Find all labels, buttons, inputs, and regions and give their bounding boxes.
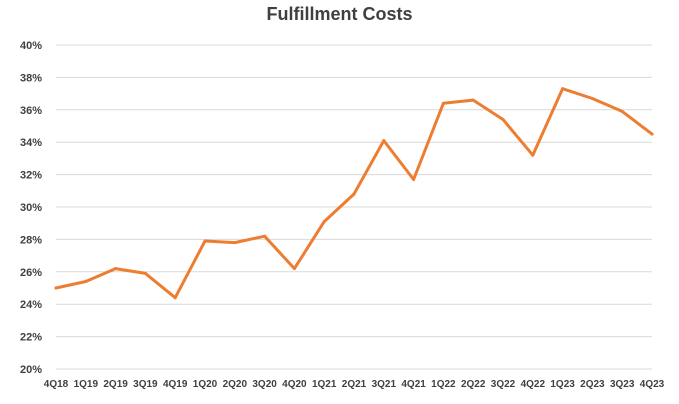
data-point — [382, 139, 386, 143]
y-tick-label: 22% — [20, 332, 42, 344]
x-tick-label: 4Q22 — [521, 379, 546, 390]
data-point — [203, 239, 207, 243]
data-point — [322, 220, 326, 224]
data-point — [471, 98, 475, 102]
data-point — [292, 267, 296, 271]
series-layer — [54, 87, 654, 300]
data-point — [54, 286, 58, 290]
y-tick-label: 36% — [20, 105, 42, 117]
data-point — [143, 271, 147, 275]
x-tick-label: 4Q21 — [401, 379, 426, 390]
x-tick-label: 4Q23 — [640, 379, 665, 390]
y-tick-label: 38% — [20, 72, 42, 84]
data-point — [650, 132, 654, 136]
data-point — [531, 153, 535, 157]
data-point — [590, 96, 594, 100]
x-tick-label: 1Q21 — [312, 379, 337, 390]
y-tick-label: 32% — [20, 170, 42, 182]
data-point — [561, 87, 565, 91]
data-point — [412, 177, 416, 181]
data-point — [441, 101, 445, 105]
y-tick-label: 24% — [20, 299, 42, 311]
x-tick-label: 2Q23 — [580, 379, 605, 390]
data-point — [173, 296, 177, 300]
data-point — [620, 109, 624, 113]
x-tick-label: 3Q22 — [491, 379, 516, 390]
x-tick-label: 2Q19 — [103, 379, 128, 390]
x-axis-ticks: 4Q18 1Q19 2Q19 3Q19 4Q19 1Q20 2Q20 3Q20 4Q20 1Q21… — [44, 379, 665, 390]
data-point — [501, 118, 505, 122]
x-tick-label: 1Q22 — [431, 379, 456, 390]
data-point — [352, 192, 356, 196]
y-tick-label: 34% — [20, 137, 42, 149]
x-tick-label: 4Q20 — [282, 379, 307, 390]
x-tick-label: 2Q20 — [223, 379, 248, 390]
gridlines — [56, 44, 652, 370]
x-tick-label: 2Q22 — [461, 379, 486, 390]
data-point — [114, 267, 118, 271]
y-axis-ticks: 20% 22% 24% 26% 28% 30% 32% 34% 36% 38% 40% — [20, 40, 42, 376]
x-tick-label: 3Q20 — [252, 379, 277, 390]
y-tick-label: 40% — [20, 40, 42, 52]
x-tick-label: 2Q21 — [342, 379, 367, 390]
y-tick-label: 20% — [20, 364, 42, 376]
x-tick-label: 3Q23 — [610, 379, 635, 390]
x-tick-label: 3Q19 — [133, 379, 158, 390]
y-tick-label: 28% — [20, 234, 42, 246]
x-tick-label: 4Q19 — [163, 379, 188, 390]
data-point — [263, 234, 267, 238]
x-tick-label: 1Q23 — [550, 379, 575, 390]
x-tick-label: 3Q21 — [372, 379, 397, 390]
x-tick-label: 1Q19 — [74, 379, 99, 390]
y-tick-label: 26% — [20, 267, 42, 279]
data-point — [84, 280, 88, 284]
chart-title: Fulfillment Costs — [266, 4, 413, 24]
y-tick-label: 30% — [20, 202, 42, 214]
x-tick-label: 1Q20 — [193, 379, 218, 390]
x-tick-label: 4Q18 — [44, 379, 69, 390]
data-point — [233, 241, 237, 245]
